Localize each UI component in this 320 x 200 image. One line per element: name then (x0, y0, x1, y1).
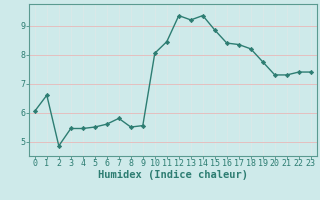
X-axis label: Humidex (Indice chaleur): Humidex (Indice chaleur) (98, 170, 248, 180)
